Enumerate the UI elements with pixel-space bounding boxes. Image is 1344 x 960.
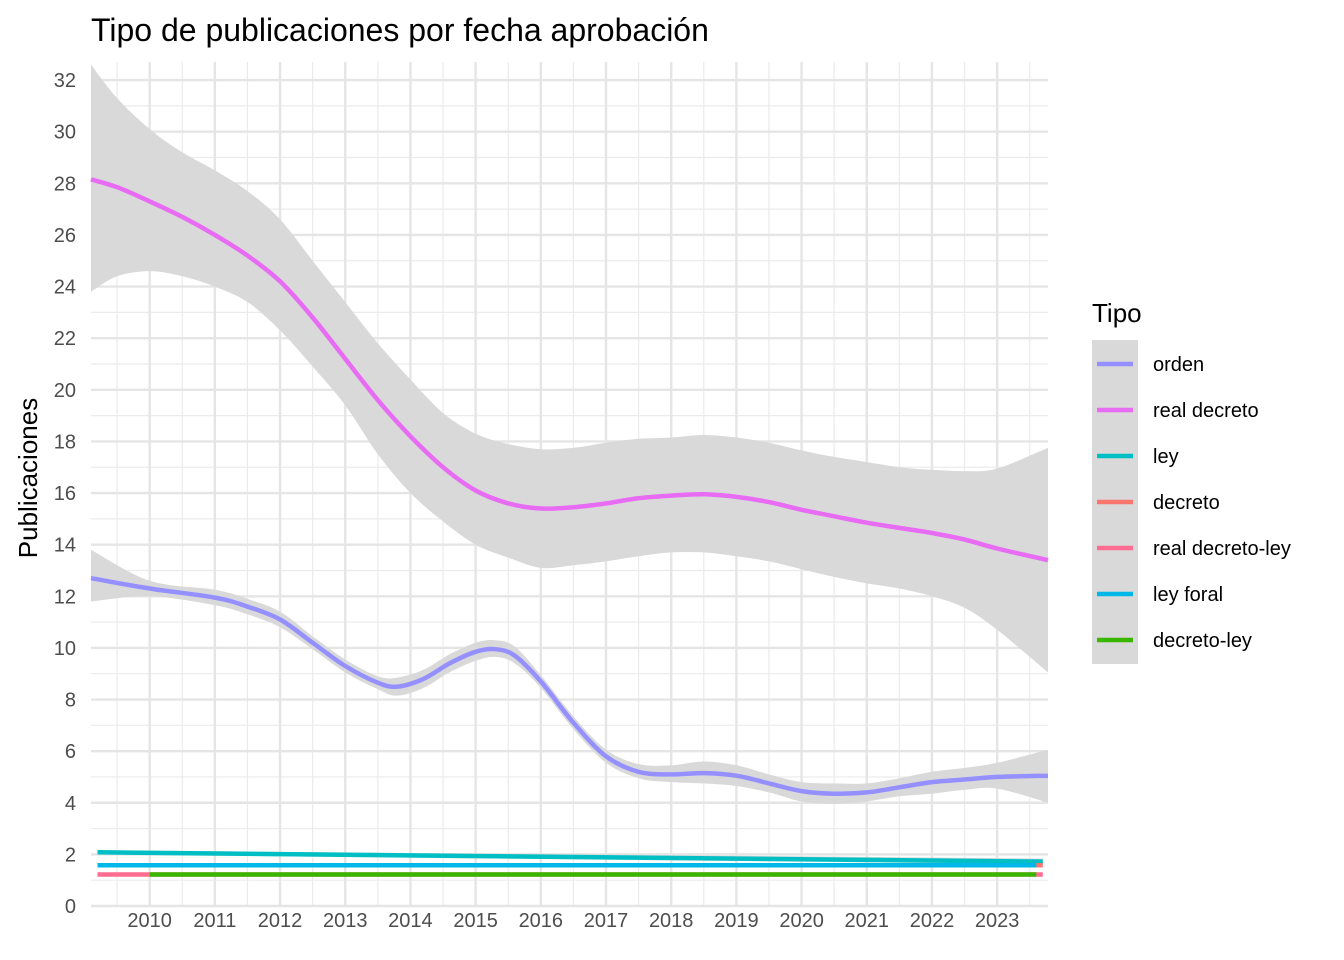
y-tick-label: 22 [54,328,76,350]
legend-label: real decreto-ley [1153,538,1291,560]
legend-title: Tipo [1092,298,1142,328]
x-tick-label: 2015 [453,910,498,932]
x-tick-label: 2011 [193,910,236,932]
series-line-orden [90,575,1049,796]
confidence-bands [91,64,1048,865]
y-tick-label: 6 [65,741,76,763]
series-lines [90,177,1049,877]
x-tick-label: 2022 [910,910,955,932]
y-tick-label: 8 [65,690,76,712]
x-tick-label: 2010 [127,910,172,932]
y-tick-label: 0 [65,896,76,918]
series-line-real-decreto [90,177,1049,563]
x-tick-label: 2016 [519,910,564,932]
legend-label: orden [1153,354,1204,376]
y-tick-label: 20 [54,380,76,402]
x-tick-label: 2021 [845,910,890,932]
x-tick-label: 2019 [714,910,759,932]
x-tick-label: 2018 [649,910,694,932]
x-tick-label: 2014 [388,910,433,932]
y-tick-label: 18 [54,431,76,453]
series-line-ley [97,850,1043,864]
x-tick-label: 2023 [975,910,1020,932]
y-tick-label: 10 [54,638,76,660]
legend-label: real decreto [1153,400,1259,422]
x-tick-label: 2020 [779,910,824,932]
legend-label: ley foral [1153,584,1223,606]
y-tick-label: 28 [54,173,76,195]
y-tick-label: 16 [54,483,76,505]
confidence-band-real-decreto [91,64,1048,673]
x-axis-ticks: 2010 2011 2012 2013 2014 2015 2016 2017 2018 2019… [127,910,1019,932]
legend-label: ley [1153,446,1179,468]
y-tick-label: 2 [65,844,76,866]
legend-label: decreto [1153,492,1220,514]
y-tick-label: 4 [65,793,76,815]
y-tick-label: 12 [54,586,76,608]
y-tick-label: 24 [54,277,76,299]
chart-title: Tipo de publicaciones por fecha aprobaci… [91,12,709,48]
x-tick-label: 2013 [323,910,368,932]
legend-label: decreto-ley [1153,630,1252,652]
legend: Tipo orden real decreto ley decreto real dec… [1092,298,1291,664]
y-axis-title: Publicaciones [13,398,43,558]
y-tick-label: 30 [54,122,76,144]
y-tick-label: 26 [54,225,76,247]
y-tick-label: 32 [54,70,76,92]
x-tick-label: 2017 [584,910,629,932]
y-tick-label: 14 [54,535,76,557]
x-tick-label: 2012 [258,910,303,932]
